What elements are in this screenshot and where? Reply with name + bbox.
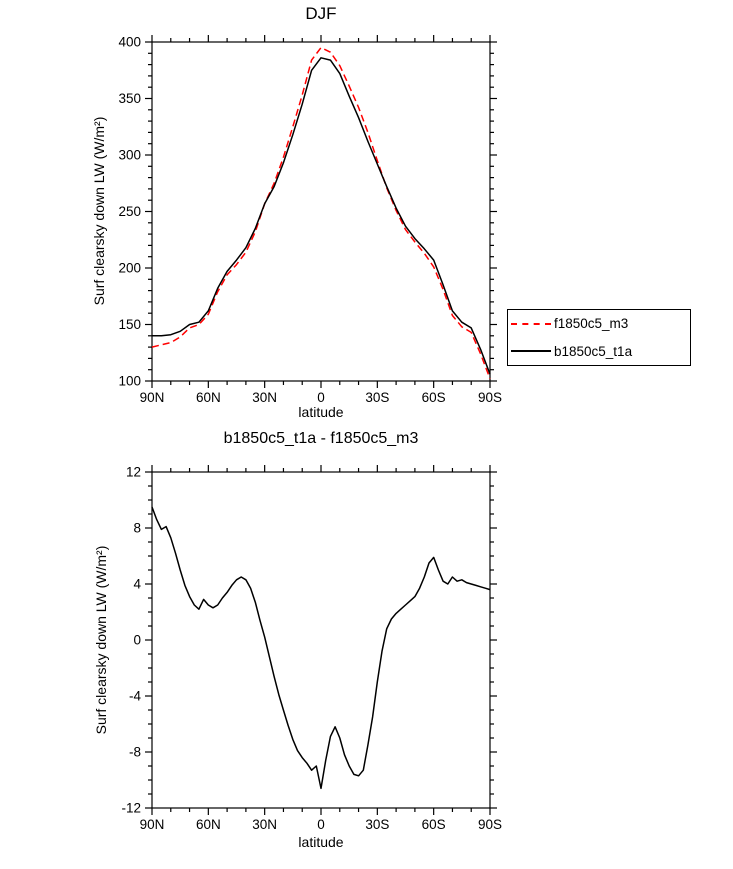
x-tick-label: 0 [317,817,325,832]
x-tick-label: 60S [422,817,446,832]
x-tick-label: 90N [140,817,165,832]
x-tick-label: 60N [196,817,221,832]
top-chart-x-axis-label: latitude [298,404,344,420]
x-tick-label: 90S [478,817,502,832]
y-tick-label: 350 [118,91,141,106]
bottom-chart-x-axis-label: latitude [298,834,344,850]
top-chart-y-axis-label: Surf clearsky down LW (W/m²) [91,116,107,306]
legend-dashed-red-line-sample [511,322,551,325]
y-tick-label: 200 [118,261,141,276]
y-tick-label: -12 [121,801,141,816]
x-tick-label: 30N [252,390,277,405]
series-line-b1850c5-t1a [152,57,491,375]
legend-solid-black-line-sample [511,350,551,353]
x-tick-label: 90S [478,390,502,405]
y-tick-label: 400 [118,35,141,50]
x-tick-label: 60N [196,390,221,405]
legend-label-b1850c5-t1a: b1850c5_t1a [554,343,633,359]
bottom-chart-y-axis-label: Surf clearsky down LW (W/m²) [93,545,109,735]
bottom-chart-title: b1850c5_t1a - f1850c5_m3 [223,430,419,447]
y-tick-label: 8 [133,521,141,536]
top-chart-title: DJF [305,4,337,23]
x-tick-label: 30S [365,817,389,832]
legend-item-f1850c5-m3: f1850c5_m3 [511,311,690,337]
y-tick-label: 300 [118,148,141,163]
y-tick-label: 4 [133,577,141,592]
x-tick-label: 60S [422,390,446,405]
chart-area-1: 90N 60N 30N 0 30S 60S 90S -12 -8 -4 0 4 8 12 [121,465,502,833]
y-tick-label: 100 [118,374,141,389]
legend-item-b1850c5-t1a: b1850c5_t1a [511,338,690,364]
plot-frame [151,471,491,809]
x-tick-label: 0 [317,390,325,405]
plot-frame [151,41,491,382]
y-tick-label: 0 [133,633,141,648]
y-tick-label: 12 [126,465,141,480]
series-line-b1850c5-t1a-f1850c5-m3 [151,506,491,790]
legend-label-f1850c5-m3: f1850c5_m3 [554,316,629,332]
y-tick-label: 150 [118,317,141,332]
chart-area-0: 90N 60N 30N 0 30S 60S 90S 100 150 200 250 300 350 400 [118,35,502,406]
y-tick-label: 250 [118,204,141,219]
y-tick-label: -8 [129,745,141,760]
x-tick-label: 30N [252,817,277,832]
y-tick-label: -4 [129,689,141,704]
x-tick-label: 90N [140,390,165,405]
x-tick-label: 30S [365,390,389,405]
legend-box: f1850c5_m3 b1850c5_t1a [507,309,691,366]
series-line-f1850c5-m3 [151,46,491,379]
